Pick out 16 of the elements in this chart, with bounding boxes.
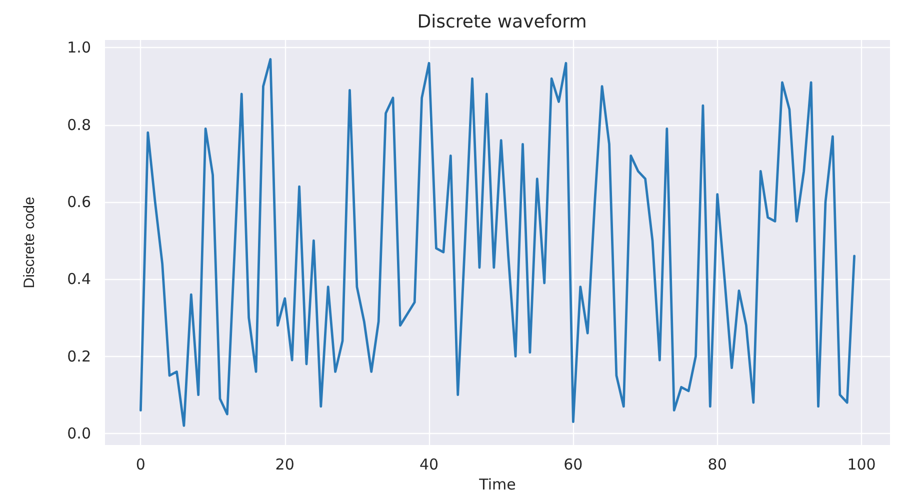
x-tick-label: 0 [136, 456, 146, 474]
y-tick-label: 0.6 [67, 193, 91, 211]
y-tick-label: 0.0 [67, 424, 91, 442]
y-axis-title: Discrete code [21, 196, 38, 288]
x-tick-label: 80 [708, 456, 727, 474]
y-tick-label: 0.8 [67, 116, 91, 134]
line-series [139, 58, 856, 427]
y-tick-label: 0.2 [67, 347, 91, 366]
y-tick-label: 0.4 [67, 270, 91, 288]
x-tick-label: 100 [847, 456, 876, 474]
x-tick-label: 60 [564, 456, 583, 474]
x-axis-title: Time [478, 476, 516, 494]
chart-title: Discrete waveform [417, 12, 587, 32]
x-tick-label: 40 [419, 456, 439, 474]
y-tick-label: 1.0 [67, 38, 91, 57]
x-tick-label: 20 [275, 456, 294, 474]
